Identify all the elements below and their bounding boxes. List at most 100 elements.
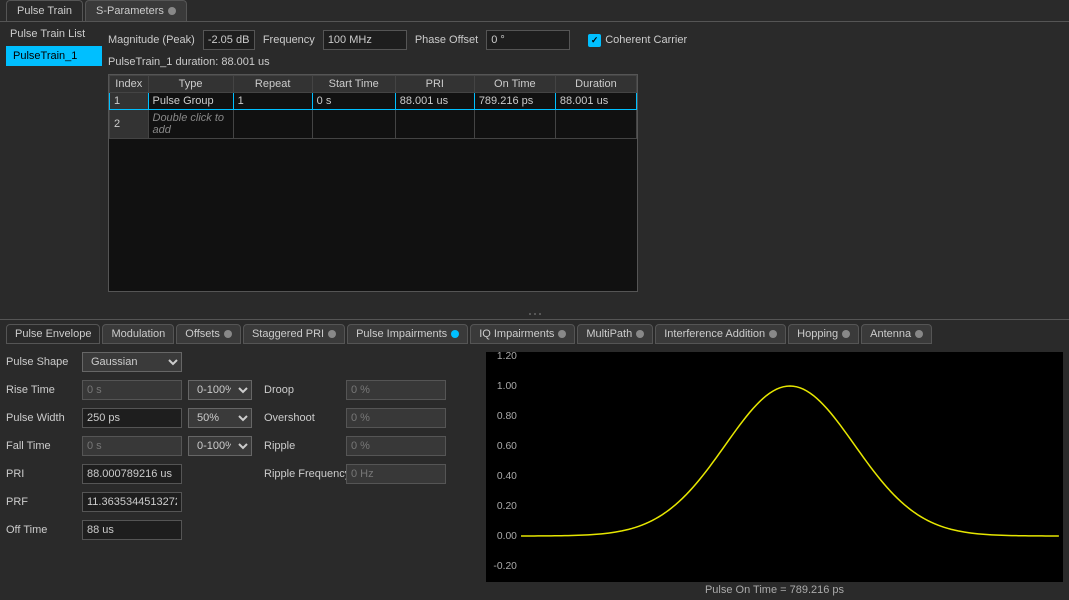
chart-plot: 1.201.000.800.600.400.200.00-0.20	[486, 352, 1063, 582]
envelope-chart: 1.201.000.800.600.400.200.00-0.20 Pulse …	[486, 352, 1063, 596]
upper-panel: Pulse Train List PulseTrain_1 Magnitude …	[0, 21, 1069, 309]
sub-tab-strip: Pulse EnvelopeModulation Offsets Staggered…	[6, 324, 1063, 344]
cell-ontime: 789.216 ps	[474, 93, 555, 110]
tab-multipath[interactable]: MultiPath	[577, 324, 653, 344]
tab-interference-addition[interactable]: Interference Addition	[655, 324, 786, 344]
parameter-row: Magnitude (Peak) Frequency Phase Offset …	[108, 26, 1063, 50]
status-dot-icon	[451, 330, 459, 338]
svg-text:0.80: 0.80	[497, 411, 517, 422]
tab-pulse-train[interactable]: Pulse Train	[6, 0, 83, 21]
col-repeat: Repeat	[233, 76, 312, 93]
pri-label: PRI	[6, 468, 76, 480]
svg-text:1.00: 1.00	[497, 381, 517, 392]
svg-text:0.00: 0.00	[497, 531, 517, 542]
col-ontime: On Time	[474, 76, 555, 93]
tab-antenna[interactable]: Antenna	[861, 324, 932, 344]
cell	[312, 110, 395, 139]
cell	[395, 110, 474, 139]
table-row-add[interactable]: 2 Double click to add	[110, 110, 637, 139]
table-header-row: Index Type Repeat Start Time PRI On Time…	[110, 76, 637, 93]
droop-label: Droop	[264, 384, 340, 396]
tab-pulse-envelope[interactable]: Pulse Envelope	[6, 324, 100, 344]
tab-label: S-Parameters	[96, 5, 164, 17]
tab-label: Pulse Train	[17, 5, 72, 17]
lower-body: Pulse Shape Gaussian Rise Time 0-100% Dr…	[6, 344, 1063, 596]
pulse-train-list-header: Pulse Train List	[6, 26, 102, 46]
status-dot-icon	[558, 330, 566, 338]
ripple-label: Ripple	[264, 440, 340, 452]
tab-label: Interference Addition	[664, 328, 765, 340]
tab-label: Offsets	[185, 328, 220, 340]
col-start: Start Time	[312, 76, 395, 93]
svg-text:-0.20: -0.20	[493, 561, 517, 572]
prf-input[interactable]	[82, 492, 182, 512]
tab-hopping[interactable]: Hopping	[788, 324, 859, 344]
tab-iq-impairments[interactable]: IQ Impairments	[470, 324, 575, 344]
frequency-input[interactable]	[323, 30, 407, 50]
fall-time-label: Fall Time	[6, 440, 76, 452]
tab-label: IQ Impairments	[479, 328, 554, 340]
cell-placeholder: Double click to add	[148, 110, 233, 139]
status-dot-icon	[224, 330, 232, 338]
cell-type: Pulse Group	[148, 93, 233, 110]
coherent-label: Coherent Carrier	[605, 34, 687, 46]
cell-pri: 88.001 us	[395, 93, 474, 110]
tab-s-parameters[interactable]: S-Parameters	[85, 0, 187, 21]
duration-text: PulseTrain_1 duration: 88.001 us	[108, 56, 1063, 68]
pulse-train-item[interactable]: PulseTrain_1	[6, 46, 102, 66]
rise-pct-select[interactable]: 0-100%	[188, 380, 252, 400]
frequency-label: Frequency	[263, 34, 315, 46]
tab-label: MultiPath	[586, 328, 632, 340]
svg-text:1.20: 1.20	[497, 352, 517, 362]
envelope-form: Pulse Shape Gaussian Rise Time 0-100% Dr…	[6, 352, 476, 596]
status-dot-icon	[915, 330, 923, 338]
cell	[555, 110, 636, 139]
chart-footer: Pulse On Time = 789.216 ps	[486, 582, 1063, 596]
cell-index: 2	[110, 110, 149, 139]
coherent-carrier-checkbox[interactable]: ✓ Coherent Carrier	[588, 34, 687, 47]
cell-repeat: 1	[233, 93, 312, 110]
svg-text:0.20: 0.20	[497, 501, 517, 512]
cell-start: 0 s	[312, 93, 395, 110]
magnitude-input[interactable]	[203, 30, 255, 50]
svg-text:0.40: 0.40	[497, 471, 517, 482]
cell-duration: 88.001 us	[555, 93, 636, 110]
status-dot-icon	[769, 330, 777, 338]
tab-offsets[interactable]: Offsets	[176, 324, 241, 344]
ripple-input[interactable]	[346, 436, 446, 456]
ripple-freq-input[interactable]	[346, 464, 446, 484]
pri-input[interactable]	[82, 464, 182, 484]
tab-label: Hopping	[797, 328, 838, 340]
tab-pulse-impairments[interactable]: Pulse Impairments	[347, 324, 468, 344]
droop-input[interactable]	[346, 380, 446, 400]
status-dot-icon	[168, 7, 176, 15]
rise-time-input[interactable]	[82, 380, 182, 400]
tab-label: Antenna	[870, 328, 911, 340]
tab-staggered-pri[interactable]: Staggered PRI	[243, 324, 345, 344]
status-dot-icon	[842, 330, 850, 338]
col-type: Type	[148, 76, 233, 93]
splitter-handle[interactable]	[0, 309, 1069, 319]
pulse-width-input[interactable]	[82, 408, 182, 428]
col-pri: PRI	[395, 76, 474, 93]
cell-index: 1	[110, 93, 149, 110]
top-tab-strip: Pulse Train S-Parameters	[0, 0, 1069, 21]
upper-right: Magnitude (Peak) Frequency Phase Offset …	[108, 26, 1063, 303]
fall-time-input[interactable]	[82, 436, 182, 456]
ripple-freq-label: Ripple Frequency	[264, 468, 340, 480]
fall-pct-select[interactable]: 0-100%	[188, 436, 252, 456]
tab-modulation[interactable]: Modulation	[102, 324, 174, 344]
col-duration: Duration	[555, 76, 636, 93]
off-time-input[interactable]	[82, 520, 182, 540]
tab-label: Staggered PRI	[252, 328, 324, 340]
tab-label: Pulse Impairments	[356, 328, 447, 340]
pulse-shape-select[interactable]: Gaussian	[82, 352, 182, 372]
prf-label: PRF	[6, 496, 76, 508]
col-index: Index	[110, 76, 149, 93]
phase-label: Phase Offset	[415, 34, 478, 46]
pulse-train-table: Index Type Repeat Start Time PRI On Time…	[108, 74, 638, 292]
width-pct-select[interactable]: 50%	[188, 408, 252, 428]
phase-input[interactable]	[486, 30, 570, 50]
table-row[interactable]: 1 Pulse Group 1 0 s 88.001 us 789.216 ps…	[110, 93, 637, 110]
overshoot-input[interactable]	[346, 408, 446, 428]
